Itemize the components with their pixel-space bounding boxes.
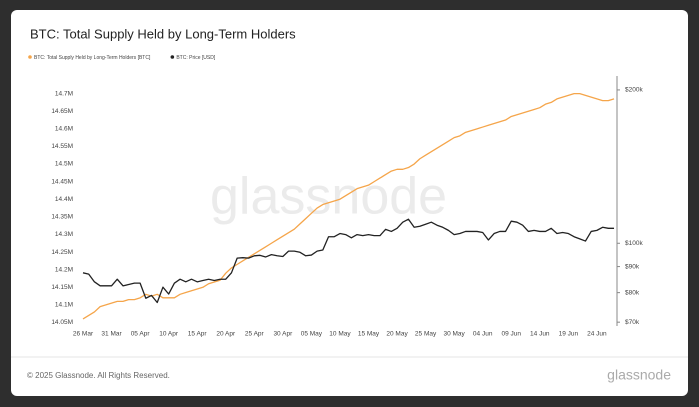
y-tick-label: 14.45M — [51, 178, 73, 185]
x-tick-label: 10 May — [329, 331, 351, 338]
y2-tick-label: $100k — [625, 240, 643, 247]
x-tick-label: 04 Jun — [473, 331, 493, 338]
x-tick-label: 31 Mar — [101, 331, 122, 338]
legend-label: BTC: Total Supply Held by Long-Term Hold… — [34, 55, 151, 61]
watermark: glassnode — [210, 168, 447, 226]
x-tick-label: 05 Apr — [131, 331, 151, 338]
y-tick-label: 14.1M — [55, 302, 73, 309]
x-tick-label: 20 Apr — [216, 331, 236, 338]
y-tick-label: 14.5M — [55, 161, 73, 168]
y-tick-label: 14.2M — [55, 266, 73, 273]
y-tick-label: 14.7M — [55, 90, 73, 97]
y-tick-label: 14.65M — [51, 108, 73, 115]
x-tick-label: 14 Jun — [530, 331, 550, 338]
x-tick-label: 30 Apr — [273, 331, 293, 338]
y-tick-label: 14.25M — [51, 249, 73, 256]
x-tick-label: 15 May — [358, 331, 380, 338]
x-tick-label: 05 May — [301, 331, 323, 338]
series-line — [82, 92, 615, 320]
chart-title: BTC: Total Supply Held by Long-Term Hold… — [30, 26, 296, 41]
legend-label: BTC: Price [USD] — [176, 55, 216, 61]
y-tick-label: 14.15M — [51, 284, 73, 291]
x-tick-label: 09 Jun — [501, 331, 521, 338]
logo: glassnode — [607, 367, 671, 383]
y2-tick-label: $70k — [625, 319, 640, 326]
y-tick-label: 14.05M — [51, 319, 73, 326]
legend-marker — [170, 55, 175, 59]
footer: © 2025 Glassnode. All Rights Reserved. — [27, 371, 170, 380]
x-tick-label: 25 Apr — [245, 331, 265, 338]
y-tick-label: 14.55M — [51, 143, 73, 150]
x-tick-label: 24 Jun — [587, 331, 607, 338]
legend-marker — [28, 55, 32, 59]
series-line — [82, 218, 615, 304]
y-tick-label: 14.4M — [55, 196, 73, 203]
x-tick-label: 10 Apr — [159, 331, 179, 338]
x-tick-label: 30 May — [443, 331, 465, 338]
x-tick-label: 25 May — [415, 331, 437, 338]
x-tick-label: 26 Mar — [73, 331, 94, 338]
y2-tick-label: $90k — [625, 263, 640, 270]
y2-tick-label: $80k — [625, 289, 640, 296]
y-tick-label: 14.3M — [55, 231, 73, 238]
x-tick-label: 15 Apr — [188, 331, 208, 338]
card — [11, 10, 688, 396]
y-tick-label: 14.35M — [51, 214, 73, 221]
x-tick-label: 19 Jun — [559, 331, 579, 338]
x-tick-label: 20 May — [386, 331, 408, 338]
y-tick-label: 14.6M — [55, 126, 73, 133]
y2-tick-label: $200k — [625, 87, 643, 94]
